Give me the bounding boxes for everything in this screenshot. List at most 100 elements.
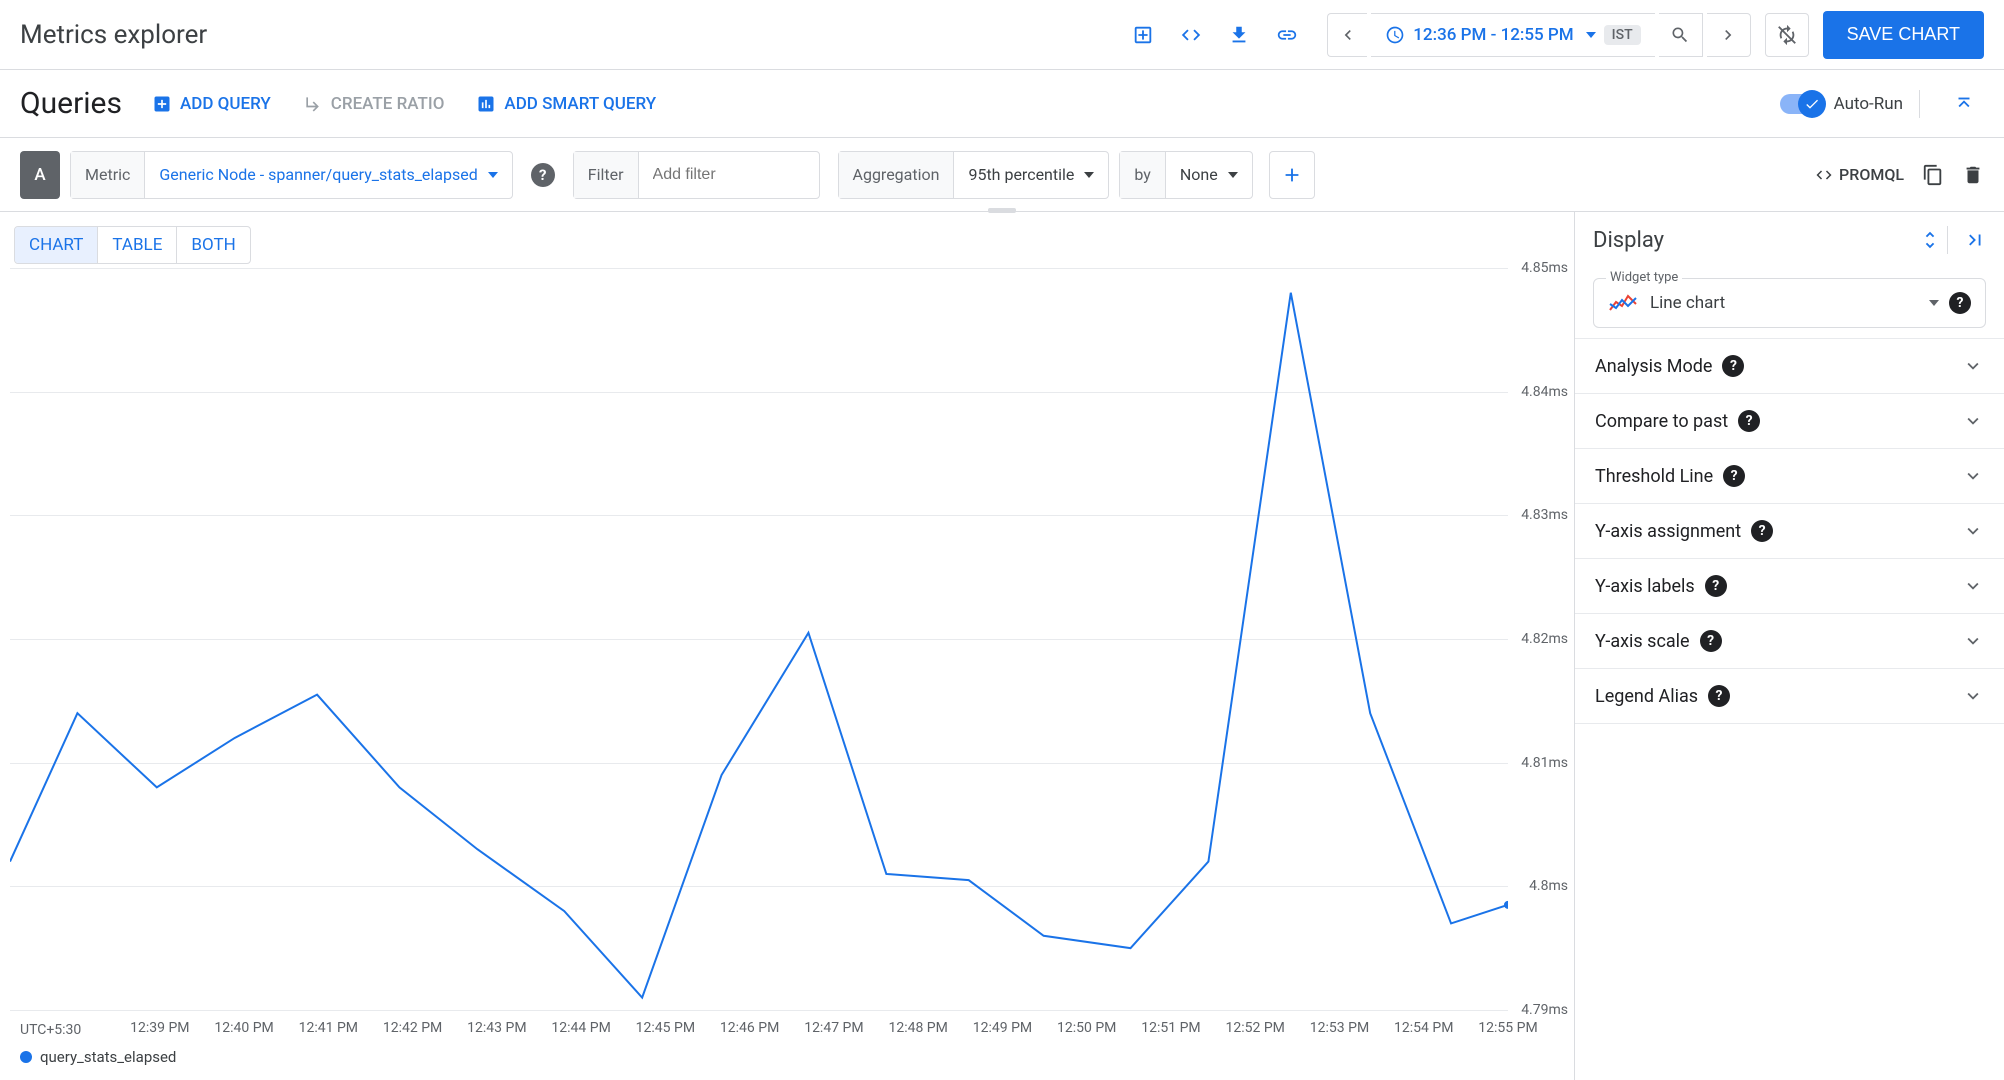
caret-down-icon <box>1228 172 1238 178</box>
autorun-label: Auto-Run <box>1834 94 1903 114</box>
link-icon[interactable] <box>1265 13 1309 57</box>
caret-down-icon <box>488 172 498 178</box>
aggregation-value: 95th percentile <box>968 165 1074 184</box>
y-axis-label: 4.82ms <box>1521 631 1568 647</box>
tab-table[interactable]: TABLE <box>98 227 177 263</box>
zoom-button[interactable] <box>1659 13 1703 57</box>
aggregation-selector[interactable]: Aggregation 95th percentile <box>838 151 1110 199</box>
tab-chart[interactable]: CHART <box>15 227 98 263</box>
autorun-toggle[interactable] <box>1780 94 1824 114</box>
help-icon[interactable]: ? <box>1708 685 1730 707</box>
x-axis-label: 12:43 PM <box>467 1020 526 1036</box>
setting-label: Legend Alias <box>1595 686 1698 707</box>
plus-box-icon <box>152 94 172 114</box>
x-axis-label: 12:41 PM <box>299 1020 358 1036</box>
help-icon[interactable]: ? <box>1751 520 1773 542</box>
code-icon <box>1815 166 1833 184</box>
add-smart-query-button[interactable]: ADD SMART QUERY <box>476 94 656 114</box>
line-chart-icon <box>1608 292 1638 314</box>
chevron-down-icon <box>1962 520 1984 542</box>
code-icon[interactable] <box>1169 13 1213 57</box>
y-axis-label: 4.83ms <box>1521 507 1568 523</box>
time-nav-prev-button[interactable] <box>1327 13 1367 57</box>
metric-help-icon[interactable]: ? <box>531 163 555 187</box>
help-icon[interactable]: ? <box>1705 575 1727 597</box>
add-query-button[interactable]: ADD QUERY <box>152 94 271 114</box>
add-filter-button[interactable] <box>1269 151 1315 199</box>
x-axis-label: 12:52 PM <box>1226 1020 1285 1036</box>
setting-row[interactable]: Y-axis labels? <box>1575 559 2004 614</box>
x-axis-label: 12:46 PM <box>720 1020 779 1036</box>
x-axis-label: 12:53 PM <box>1310 1020 1369 1036</box>
chevron-down-icon <box>1962 685 1984 707</box>
download-icon[interactable] <box>1217 13 1261 57</box>
x-axis-label: 12:44 PM <box>551 1020 610 1036</box>
x-axis-label: 12:50 PM <box>1057 1020 1116 1036</box>
reset-zoom-button[interactable] <box>1765 13 1809 57</box>
setting-row[interactable]: Legend Alias? <box>1575 669 2004 724</box>
groupby-selector[interactable]: by None <box>1119 151 1252 199</box>
time-range-picker[interactable]: 12:36 PM - 12:55 PM IST <box>1371 13 1654 57</box>
x-axis-label: 12:42 PM <box>383 1020 442 1036</box>
widget-help-icon[interactable]: ? <box>1949 292 1971 314</box>
aggregation-label: Aggregation <box>839 152 955 198</box>
widget-type-label: Widget type <box>1606 270 1682 285</box>
caret-down-icon <box>1929 300 1939 306</box>
setting-row[interactable]: Threshold Line? <box>1575 449 2004 504</box>
metric-value: Generic Node - spanner/query_stats_elaps… <box>159 165 477 184</box>
create-ratio-label: CREATE RATIO <box>331 94 445 114</box>
promql-label: PROMQL <box>1839 165 1904 184</box>
collapse-queries-button[interactable] <box>1944 84 1984 124</box>
check-icon <box>1804 96 1820 112</box>
help-icon[interactable]: ? <box>1700 630 1722 652</box>
x-axis-label: 12:49 PM <box>973 1020 1032 1036</box>
setting-row[interactable]: Y-axis assignment? <box>1575 504 2004 559</box>
y-axis-label: 4.81ms <box>1521 755 1568 771</box>
divider <box>1947 226 1948 254</box>
widget-type-selector[interactable]: Widget type Line chart ? <box>1593 278 1986 328</box>
help-icon[interactable]: ? <box>1722 355 1744 377</box>
y-axis-label: 4.8ms <box>1529 878 1568 894</box>
y-axis-label: 4.84ms <box>1521 384 1568 400</box>
promql-button[interactable]: PROMQL <box>1815 165 1904 184</box>
query-tag-a[interactable]: A <box>20 151 60 199</box>
clock-icon <box>1385 25 1405 45</box>
create-ratio-button[interactable]: CREATE RATIO <box>303 94 445 114</box>
metric-selector[interactable]: Metric Generic Node - spanner/query_stat… <box>70 151 513 199</box>
x-axis-label: 12:51 PM <box>1141 1020 1200 1036</box>
queries-title: Queries <box>20 86 122 121</box>
setting-label: Analysis Mode <box>1595 356 1712 377</box>
add-to-dashboard-icon[interactable] <box>1121 13 1165 57</box>
copy-icon[interactable] <box>1922 164 1944 186</box>
add-smart-label: ADD SMART QUERY <box>504 94 656 114</box>
view-tabs: CHART TABLE BOTH <box>14 226 251 264</box>
page-title: Metrics explorer <box>20 20 1121 50</box>
add-query-label: ADD QUERY <box>180 94 271 114</box>
gridline <box>10 1010 1508 1011</box>
ratio-icon <box>303 94 323 114</box>
expand-collapse-icon[interactable] <box>1919 229 1941 251</box>
filter-field[interactable]: Filter <box>573 151 820 199</box>
timezone-badge: IST <box>1604 25 1641 45</box>
chevron-down-icon <box>1962 355 1984 377</box>
delete-icon[interactable] <box>1962 164 1984 186</box>
time-nav-next-button[interactable] <box>1707 13 1751 57</box>
setting-label: Y-axis assignment <box>1595 521 1741 542</box>
help-icon[interactable]: ? <box>1723 465 1745 487</box>
setting-row[interactable]: Analysis Mode? <box>1575 338 2004 394</box>
filter-input[interactable] <box>639 166 819 184</box>
save-chart-button[interactable]: SAVE CHART <box>1823 11 1984 59</box>
setting-row[interactable]: Compare to past? <box>1575 394 2004 449</box>
collapse-panel-icon[interactable] <box>1964 229 1986 251</box>
tab-both[interactable]: BOTH <box>177 227 249 263</box>
chevron-down-icon <box>1962 575 1984 597</box>
line-chart <box>10 268 1508 1010</box>
chart-legend[interactable]: query_stats_elapsed <box>20 1048 176 1066</box>
help-icon[interactable]: ? <box>1738 410 1760 432</box>
timezone-label: UTC+5:30 <box>20 1022 81 1038</box>
x-axis-label: 12:47 PM <box>804 1020 863 1036</box>
setting-row[interactable]: Y-axis scale? <box>1575 614 2004 669</box>
y-axis-label: 4.79ms <box>1521 1002 1568 1018</box>
chart-area: 4.85ms4.84ms4.83ms4.82ms4.81ms4.8ms4.79m… <box>10 268 1574 1080</box>
x-axis-label: 12:54 PM <box>1394 1020 1453 1036</box>
